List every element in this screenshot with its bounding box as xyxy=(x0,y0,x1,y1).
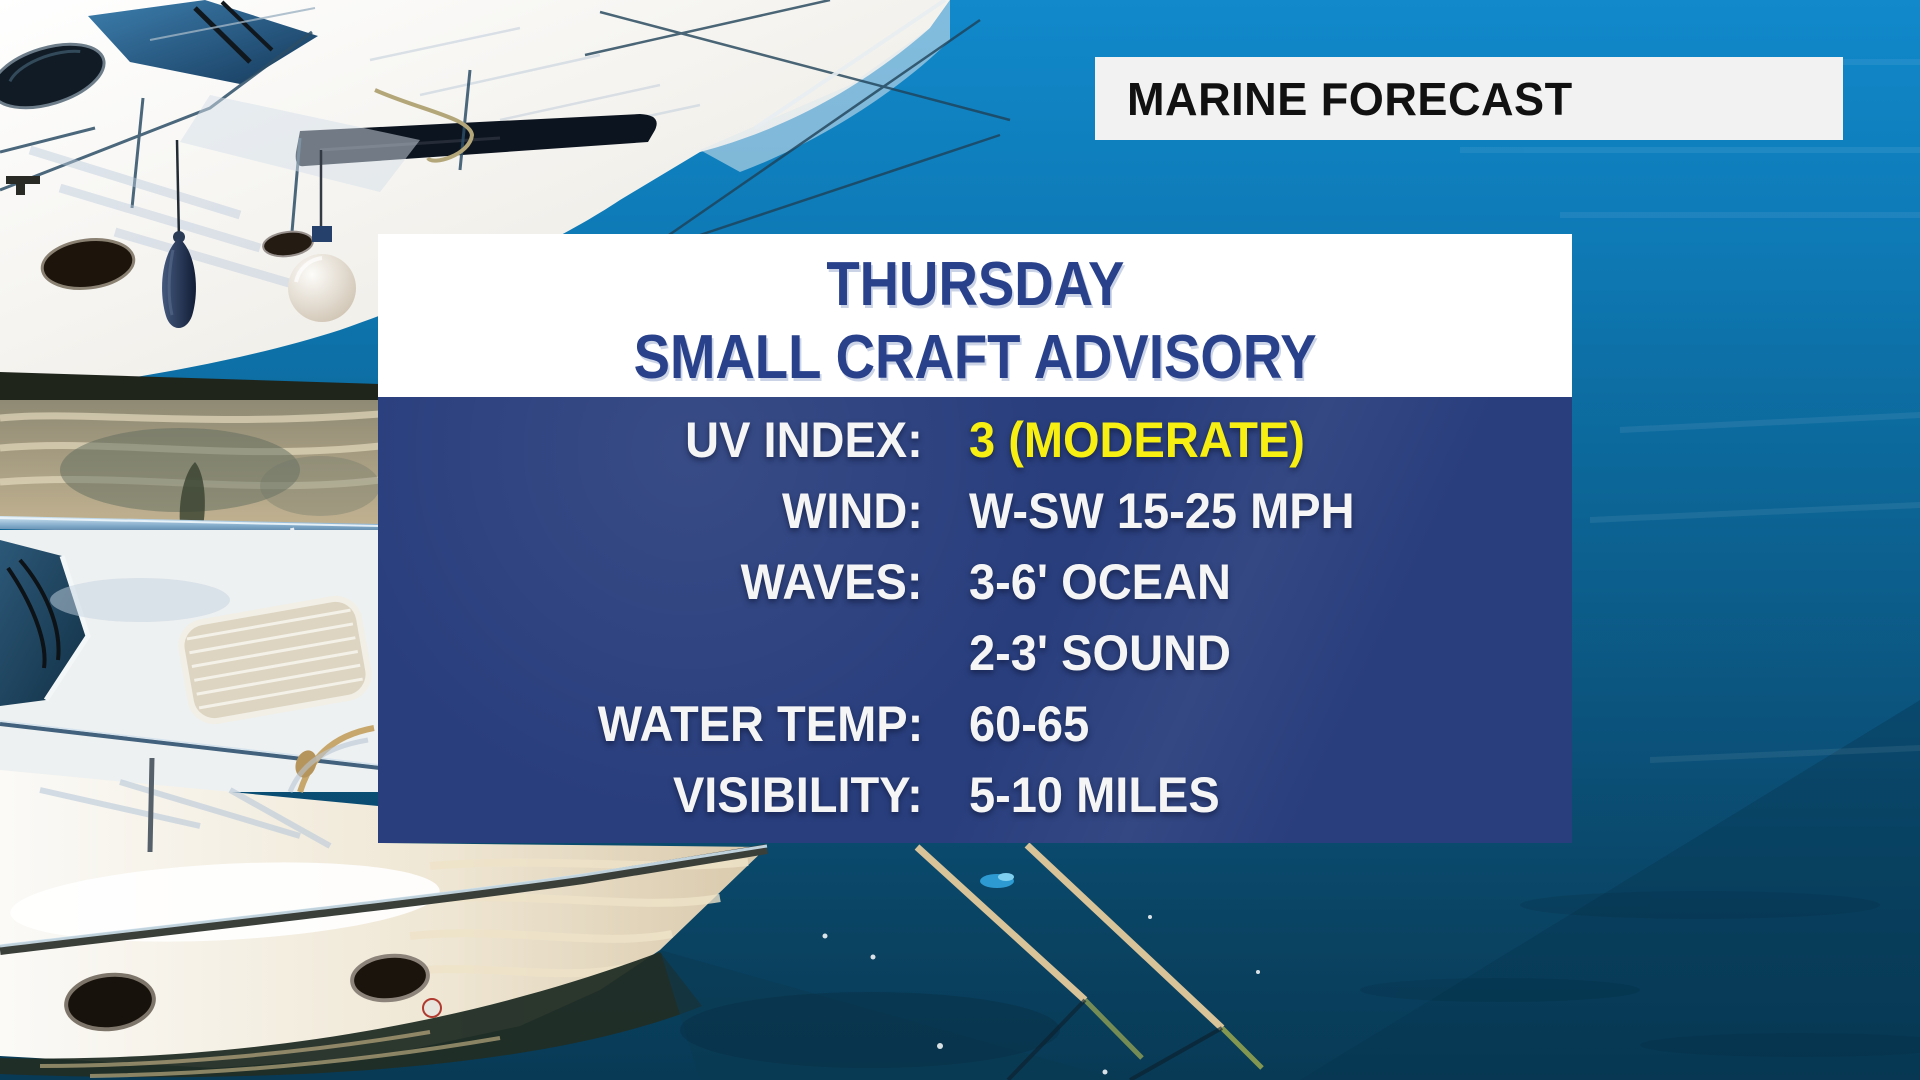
water-foreground xyxy=(660,842,1264,1080)
forecast-row: 2-3' SOUND xyxy=(378,617,1572,688)
hull-waterline-band xyxy=(0,372,380,406)
forecast-row: WIND: W-SW 15-25 MPH xyxy=(378,475,1572,546)
ball-fender xyxy=(288,226,356,322)
forecast-row-value: 3-6' OCEAN xyxy=(969,553,1231,610)
forecast-row: WATER TEMP: 60-65 xyxy=(378,688,1572,759)
banner-label: MARINE FORECAST xyxy=(1127,72,1573,125)
forecast-row-value: 60-65 xyxy=(969,695,1090,752)
forecast-row-value: W-SW 15-25 MPH xyxy=(969,482,1355,539)
forecast-row: WAVES: 3-6' OCEAN xyxy=(378,546,1572,617)
windshield-glass xyxy=(88,0,318,84)
forecast-row-label: WIND: xyxy=(782,482,923,539)
forecast-rows: UV INDEX: 3 (MODERATE) WIND: W-SW 15-25 MPH… xyxy=(378,397,1572,843)
cleat xyxy=(6,176,40,195)
splash xyxy=(980,873,1014,888)
forecast-row-value: 3 (MODERATE) xyxy=(969,411,1305,468)
forecast-row-value: 2-3' SOUND xyxy=(969,624,1231,681)
boat2-bow xyxy=(0,757,768,1078)
yacht-top-left xyxy=(0,0,1011,406)
mooring-ropes xyxy=(914,842,1264,1080)
rigging-lines xyxy=(584,0,1011,257)
advisory-type-title: SMALL CRAFT ADVISORY xyxy=(633,323,1317,392)
reflective-hull-band xyxy=(0,400,381,549)
porthole xyxy=(350,953,430,1003)
boat2-deck xyxy=(0,530,381,793)
cabin-window-oval xyxy=(0,42,106,110)
navy-fender xyxy=(162,231,196,328)
golden-rope xyxy=(297,725,375,793)
porthole xyxy=(64,972,156,1032)
porthole xyxy=(40,238,136,290)
marine-forecast-banner: MARINE FORECAST xyxy=(1095,57,1843,140)
forecast-row-label: WATER TEMP: xyxy=(597,695,923,752)
advisory-card: THURSDAY SMALL CRAFT ADVISORY UV INDEX: 3… xyxy=(378,234,1572,843)
mooring-rope-loop xyxy=(374,88,475,163)
forecast-row-label: UV INDEX: xyxy=(685,411,923,468)
advisory-card-header: THURSDAY SMALL CRAFT ADVISORY xyxy=(378,234,1572,397)
forecast-row-label: VISIBILITY: xyxy=(673,766,923,823)
forecast-row-value: 5-10 MILES xyxy=(969,766,1220,823)
advisory-day-title: THURSDAY xyxy=(825,250,1125,319)
forecast-row: UV INDEX: 3 (MODERATE) xyxy=(378,404,1572,475)
teak-sunpad xyxy=(178,595,372,725)
forecast-row: VISIBILITY: 5-10 MILES xyxy=(378,759,1572,830)
forecast-row-label: WAVES: xyxy=(741,553,923,610)
